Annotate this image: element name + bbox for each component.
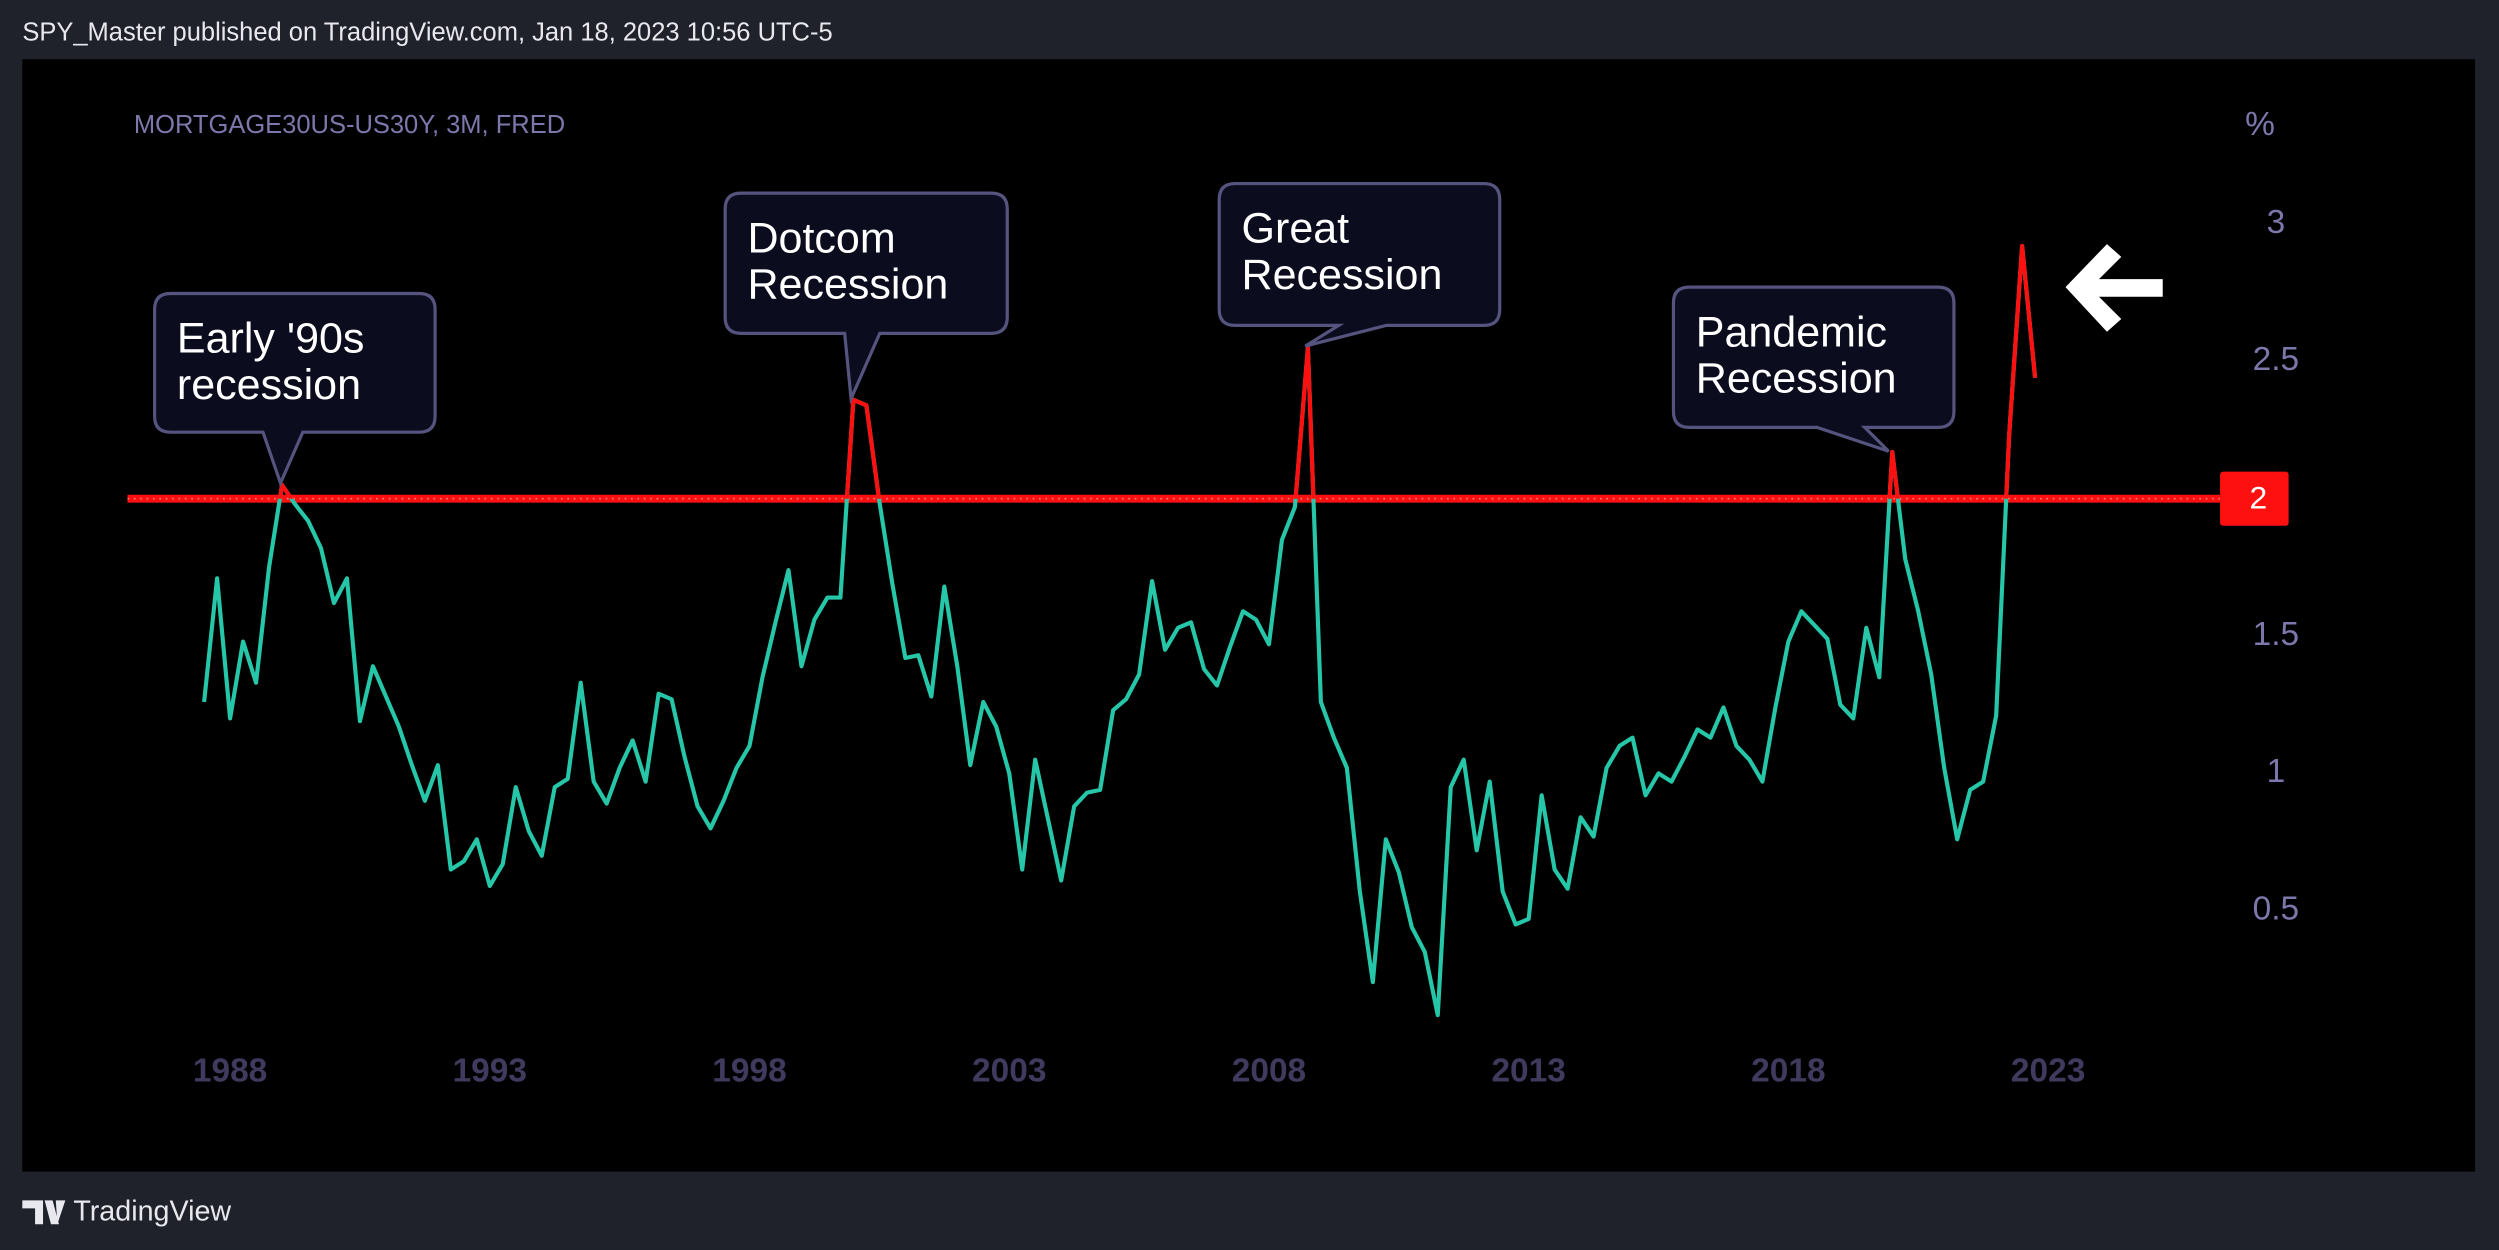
legend-title: MORTGAGE30US-US30Y, 3M, FRED [134, 111, 565, 139]
plot: 0.5 1 1.5 2.5 3 1988 1993 1998 2003 2008 2013 2018 2… [127, 181, 2300, 1090]
callout-text: Pandemic [1696, 308, 1887, 356]
x-tick-label: 2023 [2011, 1053, 2085, 1090]
x-tick-label: 2013 [1491, 1053, 1565, 1090]
x-tick-label: 2018 [1751, 1053, 1825, 1090]
callout-text: Recession [1696, 355, 1897, 403]
logo-mark [22, 1200, 66, 1225]
callout-text: recession [177, 361, 361, 409]
callout-text: Recession [1242, 251, 1443, 299]
x-tick-label: 2008 [1232, 1053, 1306, 1090]
header-text: SPY_Master published on TradingView.com,… [22, 18, 832, 46]
y-tick-label: 0.5 [2253, 891, 2300, 928]
footer-logo [22, 1200, 66, 1225]
callout-text: Early '90s [177, 315, 365, 363]
callout-text: Recession [747, 260, 948, 308]
threshold-label: 2 [2249, 480, 2267, 516]
callout-text: Great [1242, 205, 1350, 253]
threshold-label-box [2220, 471, 2289, 526]
callout-text: Dotcom [747, 214, 895, 262]
y-unit: % [2245, 106, 2275, 143]
x-tick-label: 2003 [972, 1053, 1046, 1090]
footer-text: TradingView [73, 1196, 231, 1228]
callout-shape [1671, 285, 1956, 453]
callout-shape [723, 191, 1009, 405]
y-tick-label: 3 [2267, 204, 2286, 241]
x-tick-label: 1993 [453, 1053, 527, 1090]
series-line [202, 243, 2038, 1018]
x-tick-label: 1998 [712, 1053, 786, 1090]
y-tick-label: 2.5 [2253, 341, 2300, 378]
arrow-icon [2065, 244, 2163, 332]
callout-shape [1217, 181, 1502, 348]
y-tick-label: 1.5 [2253, 616, 2300, 653]
x-tick-label: 1988 [193, 1053, 267, 1090]
y-tick-label: 1 [2267, 753, 2286, 790]
callout-shape [153, 291, 437, 488]
